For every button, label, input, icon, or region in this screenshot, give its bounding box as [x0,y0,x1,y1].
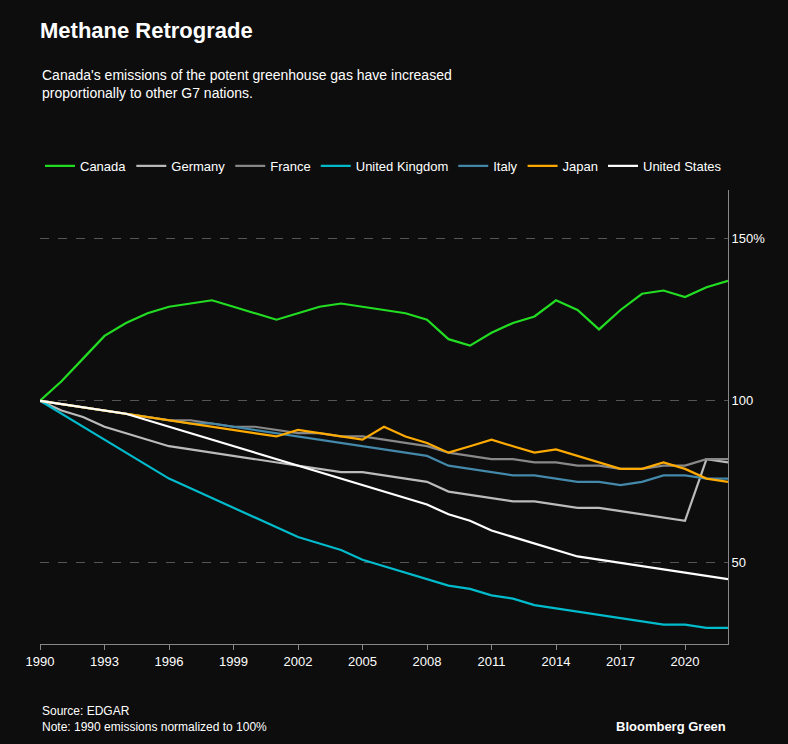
svg-text:2011: 2011 [478,654,506,669]
svg-text:United Kingdom: United Kingdom [356,159,449,174]
svg-text:Source: EDGARNote: 1990 emissi: Source: EDGARNote: 1990 emissions normal… [42,704,267,734]
svg-text:2014: 2014 [542,654,571,669]
svg-text:100: 100 [732,393,754,408]
svg-text:1999: 1999 [219,654,248,669]
svg-text:Methane Retrograde: Methane Retrograde [40,18,253,43]
svg-text:2008: 2008 [413,654,442,669]
svg-text:1996: 1996 [155,654,184,669]
svg-text:150%: 150% [732,231,766,246]
svg-text:Canada's emissions of the pote: Canada's emissions of the potent greenho… [42,67,452,101]
svg-text:2005: 2005 [348,654,377,669]
svg-text:50: 50 [732,555,746,570]
svg-text:Japan: Japan [563,159,598,174]
svg-text:2017: 2017 [606,654,635,669]
svg-text:Canada: Canada [80,159,126,174]
svg-text:1993: 1993 [90,654,119,669]
svg-text:Italy: Italy [493,159,517,174]
svg-text:2002: 2002 [284,654,313,669]
svg-text:2020: 2020 [671,654,700,669]
svg-text:France: France [270,159,310,174]
svg-text:Germany: Germany [171,159,225,174]
svg-text:1990: 1990 [26,654,55,669]
svg-text:United States: United States [643,159,722,174]
svg-text:Bloomberg Green: Bloomberg Green [616,719,726,734]
